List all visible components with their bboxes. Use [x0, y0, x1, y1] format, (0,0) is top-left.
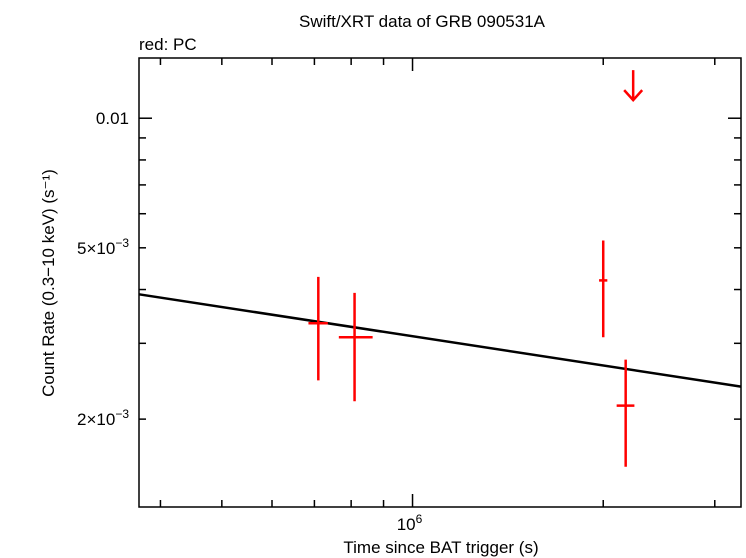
x-tick-label: 106: [397, 512, 423, 534]
y-tick-exponent: −3: [115, 236, 129, 250]
y-tick-mantissa: 2×10: [77, 410, 115, 429]
data-point: [599, 240, 608, 338]
y-tick-label: 2×10−3: [77, 407, 129, 429]
data-point: [308, 276, 328, 381]
data-points: [308, 70, 644, 467]
y-tick-exponent: −3: [115, 407, 129, 421]
x-tick-exponent: 6: [416, 512, 423, 526]
model-fit: [138, 293, 742, 388]
chart-title: Swift/XRT data of GRB 090531A: [299, 12, 546, 31]
legend-label: red: PC: [139, 35, 197, 54]
upper-limit: [623, 70, 644, 102]
x-tick-labels: 106: [397, 512, 423, 534]
y-tick-labels: 2×10−35×10−30.01: [77, 109, 129, 429]
axis-ticks: [139, 58, 741, 507]
y-tick-mantissa: 5×10: [77, 239, 115, 258]
y-axis-label: Count Rate (0.3−10 keV) (s⁻¹): [39, 169, 58, 397]
data-point: [338, 292, 373, 402]
data-point: [616, 359, 635, 467]
upper-limit-arrowhead: [623, 89, 644, 102]
y-tick-label: 0.01: [96, 109, 129, 128]
x-axis-label: Time since BAT trigger (s): [343, 538, 538, 557]
model-fit-line: [138, 293, 742, 388]
y-tick-label: 5×10−3: [77, 236, 129, 258]
plot-frame: [138, 57, 742, 508]
x-tick-base: 10: [397, 515, 416, 534]
